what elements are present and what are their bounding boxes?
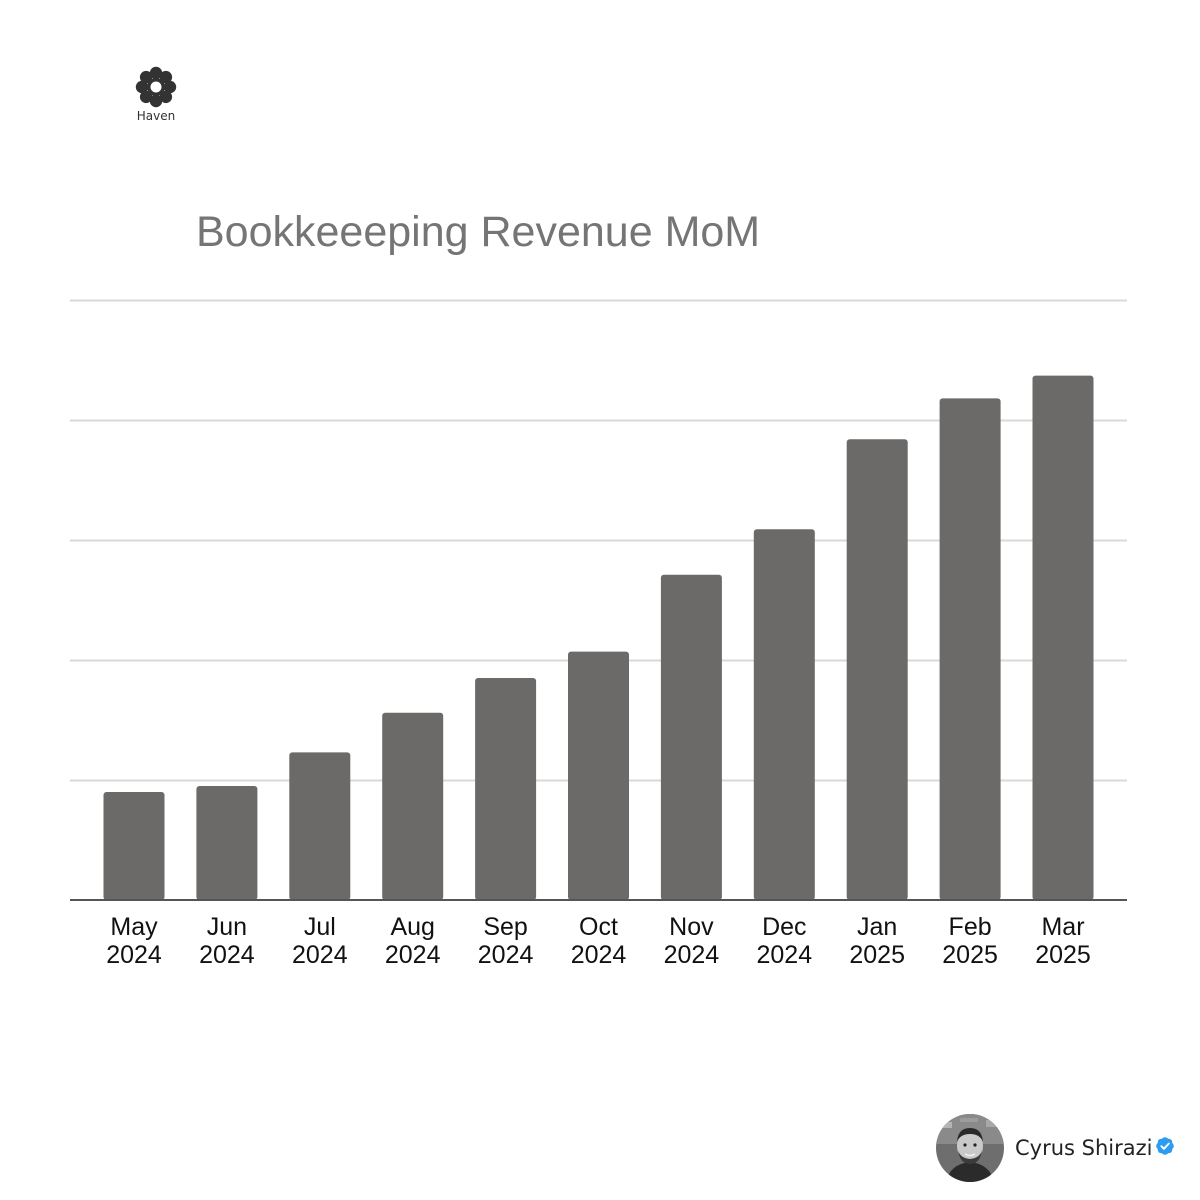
bar-dec-2024 [753,529,815,900]
bar-nov-2024 [660,574,722,900]
bar-feb-2025 [939,398,1001,900]
tick-year: 2024 [199,941,255,969]
tick-year: 2024 [478,941,534,969]
tick-month: May [110,913,158,941]
tick-month: Dec [762,913,806,941]
chart-title: Bookkeeeping Revenue MoM [196,208,761,256]
tick-month: Jan [857,913,897,941]
tick-year: 2024 [292,941,348,969]
tick-month: Feb [949,913,992,941]
tick-year: 2024 [664,941,720,969]
bar-oct-2024 [568,651,629,900]
bar-jan-2025 [846,439,908,900]
x-tick-label: Dec 2024 [756,913,812,969]
bar-sep-2024 [475,678,537,900]
tick-month: Sep [483,913,527,941]
tick-month: Oct [579,913,618,941]
verified-badge-icon [1155,1136,1175,1161]
tick-month: Nov [669,913,714,941]
x-tick-label: Jul 2024 [292,913,348,969]
x-tick-label: Feb 2025 [942,913,998,969]
tick-year: 2024 [106,941,162,969]
bar-jul-2024 [289,752,351,900]
bar-jun-2024 [196,786,258,900]
author-badge: Cyrus Shirazi [936,1114,1175,1182]
author-name: Cyrus Shirazi [1015,1136,1153,1160]
bar-mar-2025 [1032,375,1094,901]
x-tick-label: Jun 2024 [199,913,255,969]
tick-month: Jun [207,913,247,941]
bars [103,375,1094,901]
haven-logo-icon [135,66,177,108]
haven-logo: Haven [128,66,184,123]
bar-may-2024 [103,792,165,900]
x-tick-label: Mar 2025 [1035,913,1091,969]
x-tick-label: May 2024 [106,913,162,969]
avatar [936,1114,1004,1182]
x-tick-label: Jan 2025 [849,913,905,969]
x-tick-label: Sep 2024 [478,913,534,969]
bar-aug-2024 [382,712,444,900]
x-tick-label: Oct 2024 [571,913,627,969]
tick-year: 2024 [756,941,812,969]
x-tick-label: Aug 2024 [385,913,441,969]
tick-year: 2024 [571,941,627,969]
tick-year: 2025 [1035,941,1091,969]
tick-year: 2025 [942,941,998,969]
tick-month: Jul [304,913,336,941]
tick-year: 2024 [385,941,441,969]
logo-text: Haven [136,109,176,123]
tick-month: Aug [390,913,434,941]
tick-month: Mar [1041,913,1084,941]
x-tick-label: Nov 2024 [664,913,720,969]
tick-year: 2025 [849,941,905,969]
